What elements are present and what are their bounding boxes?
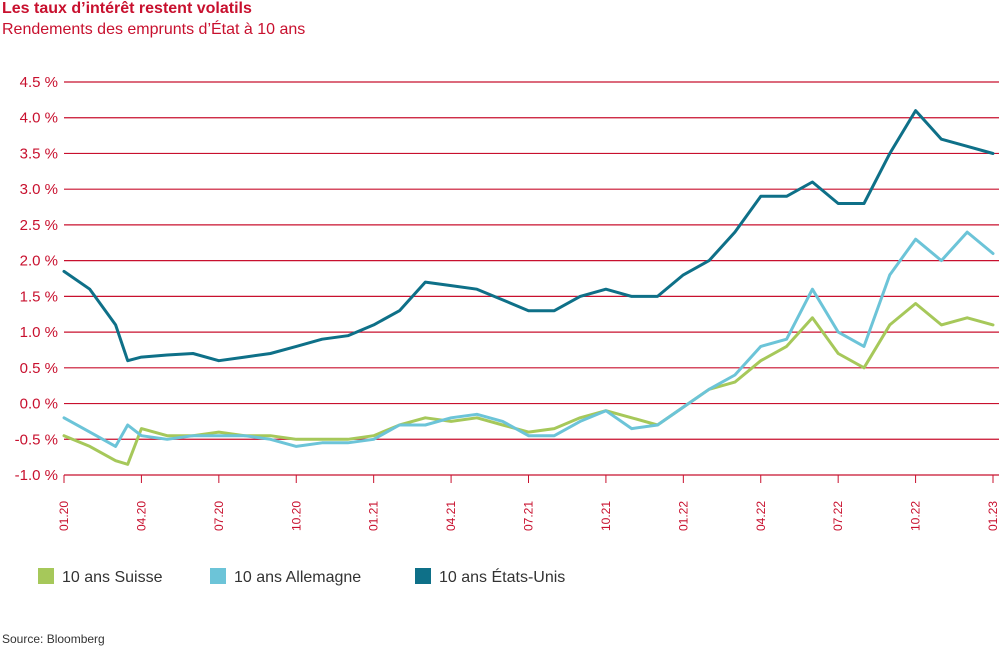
grid-lines [64,81,999,476]
series-lines [62,109,995,466]
y-tick-label: 1.5 % [20,288,58,305]
x-tick-label: 04.20 [134,501,148,531]
series-suisse-line [62,302,995,466]
series-allemagne-line [62,230,995,448]
x-tick-label: 01.21 [367,501,381,531]
y-tick-label: 2.0 % [20,253,58,270]
source-note: Source: Bloomberg [2,632,105,646]
y-tick-label: 1.0 % [20,324,58,341]
x-axis-ticks: 01.20 04.20 07.20 10.20 01.21 04.21 07.21 10.21… [57,475,999,531]
x-tick-label: 07.22 [831,501,845,531]
x-tick-label: 04.22 [754,501,768,531]
legend: 10 ans Suisse 10 ans Allemagne 10 ans État… [38,567,565,586]
legend-label: 10 ans Allemagne [234,569,361,586]
y-axis-ticks: 4.5 % 4.0 % 3.5 % 3.0 % 2.5 % 2.0 % 1.5 % 1.0 %… [15,74,58,484]
x-tick-label: 04.21 [444,501,458,531]
legend-label: 10 ans Suisse [62,569,163,586]
x-tick-label: 07.21 [522,501,536,531]
series-usa-line [62,109,995,363]
x-tick-label: 10.21 [599,501,613,531]
y-tick-label: 2.5 % [20,217,58,234]
legend-swatch [210,568,226,584]
y-tick-label: 3.5 % [20,145,58,162]
chart-title: Les taux d’intérêt restent volatils [2,0,252,17]
x-tick-label: 10.22 [909,501,923,531]
x-tick-label: 07.20 [212,501,226,531]
legend-swatch [415,568,431,584]
x-tick-label: 01.23 [986,501,999,531]
x-tick-label: 10.20 [289,501,303,531]
y-tick-label: 0.5 % [20,360,58,377]
chart-subtitle: Rendements des emprunts d’État à 10 ans [2,21,306,38]
y-tick-label: 4.5 % [20,74,58,91]
x-tick-label: 01.22 [676,501,690,531]
legend-swatch [38,568,54,584]
x-tick-label: 01.20 [57,501,71,531]
y-tick-label: -0.5 % [15,431,58,448]
y-tick-label: 3.0 % [20,181,58,198]
y-tick-label: 0.0 % [20,396,58,413]
y-tick-label: -1.0 % [15,467,58,484]
legend-label: 10 ans États-Unis [439,567,565,586]
y-tick-label: 4.0 % [20,110,58,127]
